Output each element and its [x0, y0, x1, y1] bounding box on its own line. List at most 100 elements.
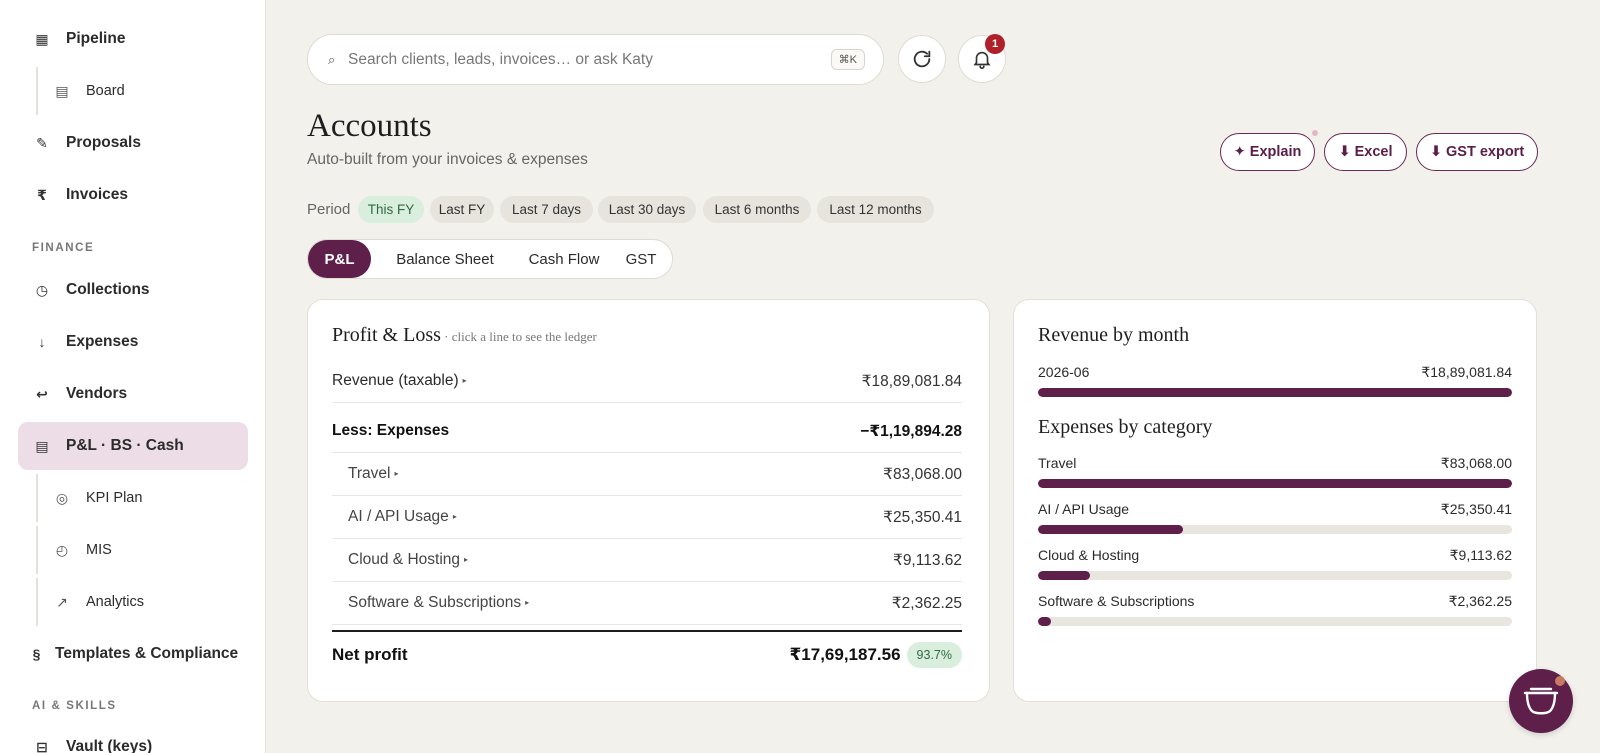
- expand-triangle-icon: ▸: [452, 512, 457, 522]
- assistant-status-dot: [1555, 676, 1565, 686]
- sidebar-item-pnl-bs-cash[interactable]: ▤ P&L · BS · Cash: [18, 422, 248, 470]
- expense-category-row: Software & Subscriptions ₹2,362.25: [1038, 593, 1512, 626]
- expense-category-row: Travel ₹83,068.00: [1038, 455, 1512, 488]
- search-input[interactable]: ⌕ Search clients, leads, invoices… or as…: [307, 34, 884, 85]
- search-icon: ⌕: [328, 51, 336, 67]
- sidebar-item-mis[interactable]: ◴ MIS: [36, 526, 248, 574]
- expense-category-row: Cloud & Hosting ₹9,113.62: [1038, 547, 1512, 580]
- expand-triangle-icon: ▸: [525, 598, 530, 608]
- gst-export-button[interactable]: ⬇ GST export: [1416, 133, 1538, 171]
- period-this-fy[interactable]: This FY: [358, 196, 424, 223]
- bar-fill: [1038, 571, 1091, 580]
- sidebar-item-kpi-plan[interactable]: ◎ KPI Plan: [36, 474, 248, 522]
- bar-label: Travel: [1038, 455, 1077, 471]
- expand-triangle-icon: ▸: [464, 555, 469, 565]
- target-icon: ◎: [55, 489, 69, 506]
- period-last-30-days[interactable]: Last 30 days: [598, 196, 696, 223]
- sidebar-item-label: Invoices: [66, 186, 129, 203]
- tab-balance-sheet[interactable]: Balance Sheet: [396, 250, 494, 268]
- bar-fill: [1038, 479, 1512, 488]
- bar-track: [1038, 617, 1512, 626]
- bar-value: ₹25,350.41: [1440, 501, 1512, 517]
- revenue-month-row: 2026-06 ₹18,89,081.84: [1038, 364, 1512, 397]
- sidebar-item-label: MIS: [86, 542, 112, 558]
- bar-fill: [1038, 388, 1512, 397]
- sidebar-item-templates-compliance[interactable]: § Templates & Compliance: [18, 630, 248, 678]
- sidebar-item-label: KPI Plan: [86, 490, 143, 506]
- refresh-icon: [913, 50, 931, 68]
- expand-triangle-icon: ▸: [394, 469, 399, 479]
- refresh-button[interactable]: [898, 35, 946, 83]
- board-icon: ▤: [55, 82, 69, 99]
- section-icon: §: [32, 646, 41, 662]
- row-value: ₹18,89,081.84: [861, 372, 962, 390]
- period-last-12-months[interactable]: Last 12 months: [817, 196, 934, 223]
- bar-label: 2026-06: [1038, 364, 1090, 380]
- notification-count-badge: 1: [985, 34, 1005, 54]
- pot-icon: [1523, 687, 1559, 715]
- sidebar-item-proposals[interactable]: ✎ Proposals: [18, 119, 248, 167]
- accent-dot: [1312, 130, 1318, 136]
- period-label: Period: [307, 201, 351, 218]
- net-margin-badge: 93.7%: [906, 642, 962, 668]
- rupee-icon: ₹: [37, 186, 47, 203]
- sidebar-section-finance: FINANCE: [32, 242, 95, 254]
- pnl-row-revenue[interactable]: Revenue (taxable) ▸ ₹18,89,081.84: [332, 360, 962, 403]
- net-profit-label: Net profit: [332, 645, 408, 664]
- bar-track: [1038, 525, 1512, 534]
- bar-value: ₹2,362.25: [1448, 593, 1512, 609]
- bar-label: Cloud & Hosting: [1038, 547, 1140, 563]
- row-value: ₹2,362.25: [891, 594, 962, 612]
- explain-button[interactable]: ✦ Explain: [1220, 133, 1315, 171]
- row-label: Less: Expenses: [332, 422, 450, 439]
- bar-label: Software & Subscriptions: [1038, 593, 1195, 609]
- expenses-by-category-title: Expenses by category: [1038, 416, 1213, 438]
- row-value: −₹1,19,894.28: [860, 422, 962, 440]
- excel-export-button[interactable]: ⬇ Excel: [1324, 133, 1407, 171]
- sidebar-item-pipeline[interactable]: ▦ Pipeline: [18, 15, 248, 63]
- row-label: Cloud & Hosting: [348, 551, 461, 568]
- sidebar-item-vendors[interactable]: ↩ Vendors: [18, 370, 248, 418]
- bar-fill: [1038, 525, 1183, 534]
- pnl-title: Profit & Loss · click a line to see the …: [332, 324, 597, 347]
- period-last-6-months[interactable]: Last 6 months: [703, 196, 811, 223]
- clock-icon: ◴: [55, 541, 69, 558]
- pnl-heading: Profit & Loss: [332, 324, 441, 346]
- tab-gst[interactable]: GST: [625, 250, 657, 268]
- pnl-row-travel[interactable]: Travel ▸ ₹83,068.00: [332, 453, 962, 496]
- sidebar-item-label: Collections: [66, 281, 150, 298]
- bar-track: [1038, 479, 1512, 488]
- pnl-row-ai-api-usage[interactable]: AI / API Usage ▸ ₹25,350.41: [332, 496, 962, 539]
- sidebar-item-vault[interactable]: ⊟ Vault (keys): [18, 723, 248, 753]
- arrow-down-icon: ↓: [38, 334, 46, 350]
- sidebar-item-label: Vault (keys): [66, 738, 153, 753]
- period-last-fy[interactable]: Last FY: [430, 196, 494, 223]
- sidebar-item-expenses[interactable]: ↓ Expenses: [18, 318, 248, 366]
- sidebar-item-label: P&L · BS · Cash: [66, 437, 184, 454]
- bar-track: [1038, 388, 1512, 397]
- row-value: ₹83,068.00: [883, 465, 962, 483]
- ledger-icon: ▤: [35, 437, 49, 454]
- sidebar-item-board[interactable]: ▤ Board: [36, 67, 248, 115]
- page-subtitle: Auto-built from your invoices & expenses: [307, 151, 588, 168]
- sidebar-item-label: Templates & Compliance: [55, 645, 239, 662]
- bar-label: AI / API Usage: [1038, 501, 1130, 517]
- period-last-7-days[interactable]: Last 7 days: [500, 196, 593, 223]
- tab-cash-flow[interactable]: Cash Flow: [528, 250, 600, 268]
- bar-value: ₹18,89,081.84: [1421, 364, 1512, 380]
- pnl-row-software-subscriptions[interactable]: Software & Subscriptions ▸ ₹2,362.25: [332, 582, 962, 625]
- sidebar-item-analytics[interactable]: ↗ Analytics: [36, 578, 248, 626]
- sidebar-item-label: Vendors: [66, 385, 128, 402]
- sidebar-item-collections[interactable]: ◷ Collections: [18, 266, 248, 314]
- row-label: Software & Subscriptions: [348, 594, 522, 611]
- sidebar: ▦ Pipeline ▤ Board ✎ Proposals ₹ Invoice…: [0, 0, 266, 753]
- sidebar-item-invoices[interactable]: ₹ Invoices: [18, 171, 248, 219]
- sidebar-item-label: Pipeline: [66, 30, 126, 47]
- pnl-hint: · click a line to see the ledger: [440, 329, 597, 344]
- tab-pnl[interactable]: P&L: [308, 240, 371, 278]
- pnl-row-cloud-hosting[interactable]: Cloud & Hosting ▸ ₹9,113.62: [332, 539, 962, 582]
- net-profit-value: ₹17,69,187.56: [789, 645, 901, 664]
- row-value: ₹9,113.62: [892, 551, 962, 569]
- search-placeholder: Search clients, leads, invoices… or ask …: [348, 50, 653, 68]
- revenue-by-month-title: Revenue by month: [1038, 324, 1190, 346]
